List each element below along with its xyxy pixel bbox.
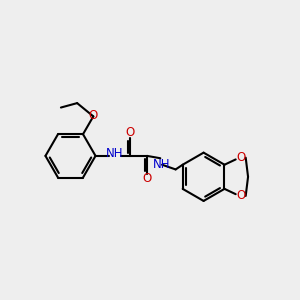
Text: O: O: [236, 151, 245, 164]
Text: O: O: [89, 109, 98, 122]
Text: NH: NH: [153, 158, 171, 171]
Text: O: O: [236, 189, 245, 203]
Text: O: O: [125, 126, 135, 140]
Text: NH: NH: [106, 147, 123, 160]
Text: O: O: [142, 172, 152, 185]
